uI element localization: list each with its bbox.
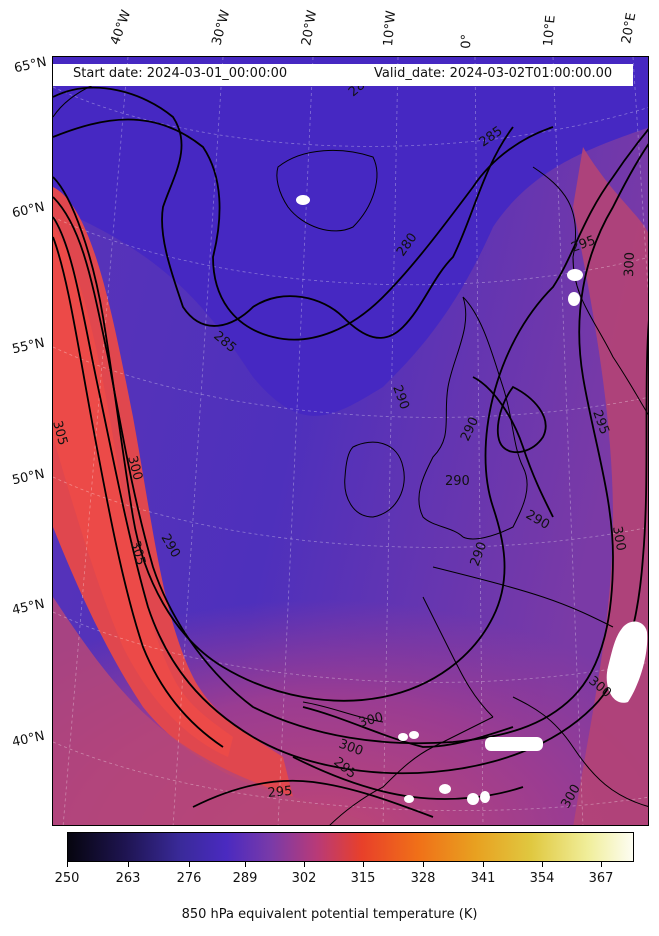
contour-label: 300 [622, 252, 638, 277]
warm-conveyor-belt [53, 187, 293, 797]
colorbar-label: 276 [176, 871, 202, 886]
missing-data-patches [296, 195, 648, 805]
france-north-coast [432, 566, 614, 628]
lon-label-0: 0° [459, 33, 475, 49]
colorbar-label: 302 [291, 871, 317, 886]
colorbar-label: 367 [588, 871, 614, 886]
start-date-text: Start date: 2024-03-01_00:00:00 [73, 66, 288, 81]
map-canvas: 285 280 285 285 295 300 305 300 305 290 … [53, 57, 648, 825]
southwest-warm-region [53, 597, 378, 825]
contour-300-south [302, 706, 514, 748]
colorbar-tick [483, 862, 484, 867]
colorbar-tick [128, 862, 129, 867]
contour-290-closed [496, 385, 547, 454]
lat-label-65n: 65°N [12, 54, 48, 77]
colorbar-tick [542, 862, 543, 867]
colorbar-label: 328 [410, 871, 436, 886]
colorbar-tick [304, 862, 305, 867]
contour-295-sw [192, 779, 434, 818]
header-box [53, 64, 633, 86]
britain-west-coast [418, 296, 467, 538]
lon-label-20e: 20°E [619, 11, 640, 45]
contour-280 [53, 86, 514, 339]
colorbar-label: 263 [115, 871, 141, 886]
map-panel: 285 280 285 285 295 300 305 300 305 290 … [52, 56, 649, 826]
contour-label: 300 [124, 454, 145, 482]
iberia-coast [329, 716, 494, 825]
lat-label-60n: 60°N [10, 199, 46, 222]
ireland-coast [344, 441, 405, 518]
colorbar-tick [189, 862, 190, 867]
lat-label-45n: 45°N [10, 596, 46, 619]
colorbar-label: 341 [470, 871, 496, 886]
lat-label-50n: 50°N [10, 466, 46, 489]
iceland-coast [276, 150, 378, 232]
lon-label-30w: 30°W [209, 8, 234, 47]
contour-300 [53, 216, 648, 775]
colorbar-tick [363, 862, 364, 867]
contour-label: 300 [609, 525, 628, 552]
contour-label: 300 [357, 710, 385, 731]
azores-area [302, 701, 384, 723]
contour-label: 295 [267, 784, 293, 801]
colorbar-title: 850 hPa equivalent potential temperature… [181, 907, 478, 922]
contour-label: 305 [127, 539, 148, 567]
lon-label-20w: 20°W [299, 9, 321, 48]
colorbar-tick [67, 862, 68, 867]
colorbar-label: 289 [232, 871, 258, 886]
contour-285-a [53, 118, 554, 341]
warm-conveyor-core [53, 227, 233, 757]
colorbar-tick [601, 862, 602, 867]
lon-label-40w: 40°W [107, 8, 135, 47]
lon-label-10w: 10°W [381, 9, 400, 47]
colorbar-tick [245, 862, 246, 867]
lat-label-40n: 40°N [10, 728, 46, 751]
colorbar-label: 250 [54, 871, 80, 886]
lon-label-10e: 10°E [541, 14, 559, 48]
colorbar-tick [423, 862, 424, 867]
contour-label: 290 [445, 474, 470, 489]
biscay-coast [422, 596, 494, 718]
valid-date-text: Valid_date: 2024-03-02T01:00:00.00 [374, 66, 613, 81]
contour-305 [53, 236, 224, 748]
contours [53, 86, 648, 818]
contour-label: 305 [53, 419, 70, 447]
contour-290-uk [472, 376, 554, 518]
mediterranean-coast [512, 696, 648, 807]
colorbar [67, 832, 634, 862]
colorbar-label: 315 [350, 871, 376, 886]
contour-290 [53, 128, 648, 702]
lat-label-55n: 55°N [10, 335, 46, 358]
colorbar-label: 354 [529, 871, 555, 886]
britain-east-coast [462, 296, 528, 540]
